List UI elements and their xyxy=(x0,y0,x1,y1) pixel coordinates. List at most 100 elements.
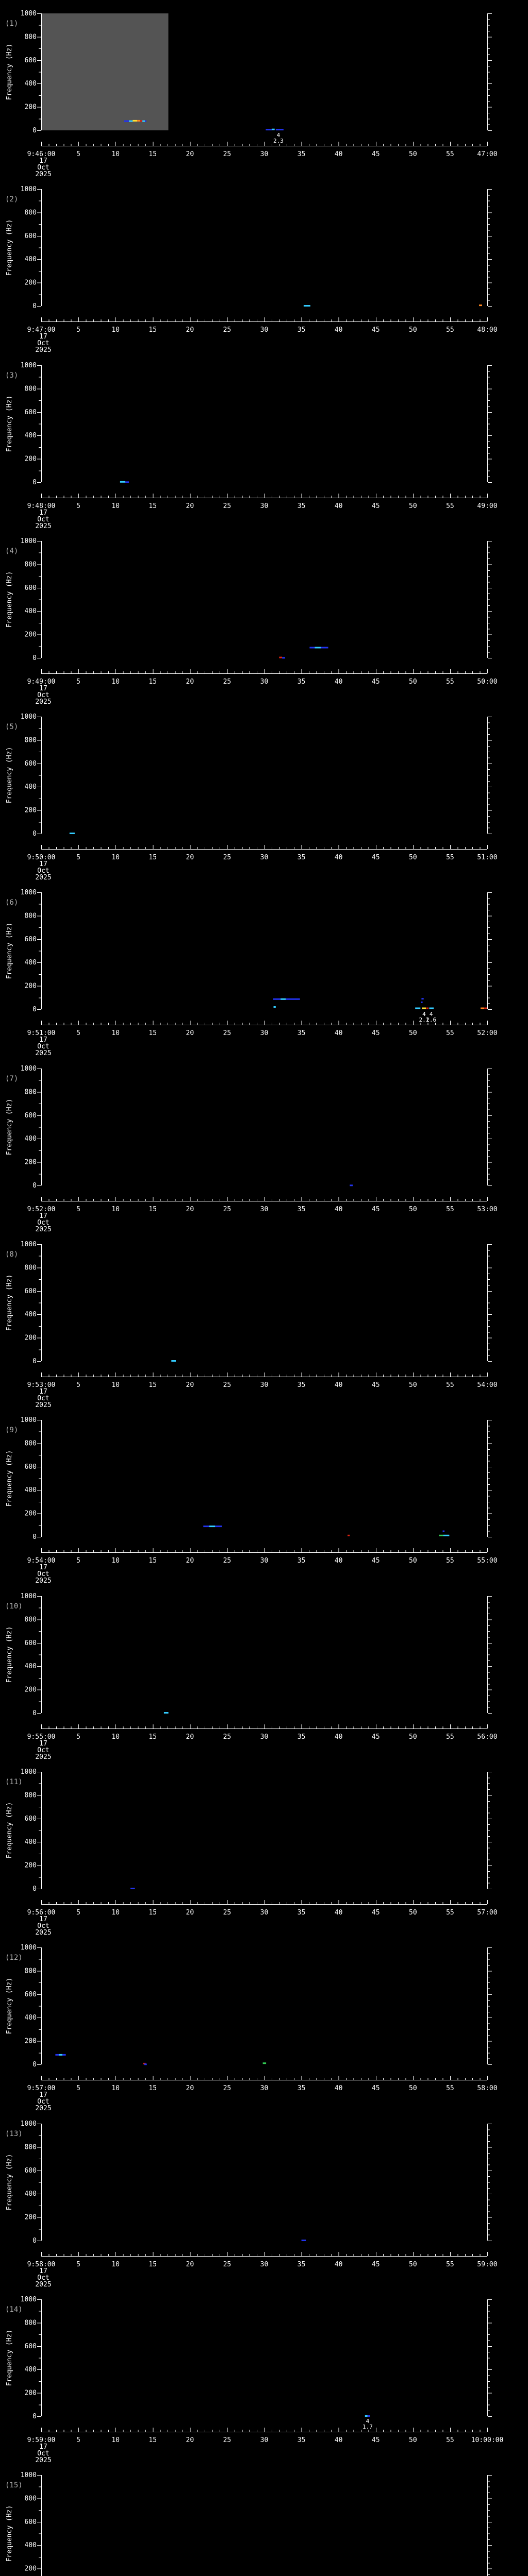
date-line: 17 xyxy=(39,1036,47,1044)
xtick-label: 10 xyxy=(111,1733,120,1741)
xtick-label: 5 xyxy=(76,150,80,158)
panel-number-label: (7) xyxy=(5,1075,18,1083)
ytick-label: 800 xyxy=(25,2495,37,2502)
xtick-label: 45 xyxy=(372,678,380,686)
ytick-label: 800 xyxy=(25,33,37,41)
xtick-label: 40 xyxy=(335,2261,343,2268)
axes xyxy=(37,2124,492,2257)
xtick-label: 40 xyxy=(335,326,343,334)
ytick-label: 0 xyxy=(32,2237,37,2245)
signal-segment xyxy=(479,304,482,307)
xtick-label: 55 xyxy=(446,678,454,686)
xtick-label: 10 xyxy=(111,1381,120,1389)
xtick-label: 5 xyxy=(76,326,80,334)
ytick-label: 200 xyxy=(25,455,37,463)
xtick-label: 50 xyxy=(409,326,417,334)
date-line: 17 xyxy=(39,157,47,165)
panel-number-label: (1) xyxy=(5,20,18,28)
ytick-label: 1000 xyxy=(21,889,37,896)
date-line: 2025 xyxy=(35,1226,51,1233)
ytick-label: 1000 xyxy=(21,362,37,369)
xtick-label: 50 xyxy=(409,1733,417,1741)
spectrogram-panel-12: 0 200 400 600 800 1000 9:57:00 5 10 15 20 25 30 35 40 4… xyxy=(0,1934,528,2113)
xtick-label: 20 xyxy=(186,502,194,510)
ytick-label: 1000 xyxy=(21,1592,37,1600)
signal-segment xyxy=(421,1001,423,1003)
xtick-label: 50 xyxy=(409,502,417,510)
xtick-label: 40 xyxy=(335,1733,343,1741)
xtick-label: 35 xyxy=(298,1733,306,1741)
ytick-label: 600 xyxy=(25,2167,37,2175)
date-line: 2025 xyxy=(35,346,51,354)
signal-segment xyxy=(421,998,424,1000)
ytick-label: 600 xyxy=(25,1463,37,1471)
xtick-label: 35 xyxy=(298,1381,306,1389)
xtick-start-label: 9:50:00 xyxy=(27,854,56,861)
ytick-label: 1000 xyxy=(21,2120,37,2128)
xtick-label: 55 xyxy=(446,1557,454,1565)
ytick-label: 200 xyxy=(25,1686,37,1694)
xtick-label: 35 xyxy=(298,1557,306,1565)
xtick-label: 10 xyxy=(111,1029,120,1037)
date-line: 2025 xyxy=(35,1401,51,1409)
xtick-label: 50 xyxy=(409,150,417,158)
xtick-label: 15 xyxy=(148,854,157,861)
ytick-label: 1000 xyxy=(21,537,37,545)
xtick-label: 15 xyxy=(148,1381,157,1389)
date-line: Oct xyxy=(37,164,49,172)
xtick-label: 25 xyxy=(223,1909,232,1917)
axes xyxy=(37,892,492,1025)
xtick-label: 25 xyxy=(223,326,232,334)
xtick-start-label: 9:51:00 xyxy=(27,1029,56,1037)
signal-segment xyxy=(315,647,321,649)
y-axis-title: Frequency (Hz) xyxy=(6,2505,13,2562)
date-line: 2025 xyxy=(35,1929,51,1937)
signal-segment xyxy=(286,998,300,1000)
spectrogram-panel-13: 0 200 400 600 800 1000 9:58:00 5 10 15 20 25 30 35 40 4… xyxy=(0,2110,528,2290)
signal-segment xyxy=(137,120,140,122)
xtick-label: 15 xyxy=(148,150,157,158)
ytick-label: 1000 xyxy=(21,2296,37,2303)
ytick-label: 400 xyxy=(25,607,37,615)
xtick-label: 30 xyxy=(260,1733,269,1741)
date-line: 17 xyxy=(39,860,47,868)
xtick-label: 50 xyxy=(409,2436,417,2444)
spectrogram-panel-10: 0 200 400 600 800 1000 9:55:00 5 10 15 20 25 30 35 40 4… xyxy=(0,1583,528,1762)
detection-magnitude-label: 2.6 xyxy=(426,1016,436,1023)
ytick-label: 600 xyxy=(25,1287,37,1295)
y-axis-title: Frequency (Hz) xyxy=(6,1802,13,1859)
spectrogram-panel-3: 0 200 400 600 800 1000 9:48:00 5 10 15 20 25 30 35 40 4… xyxy=(0,352,528,531)
xtick-end-label: 50:00 xyxy=(477,678,497,686)
signal-segment xyxy=(140,120,142,122)
xtick-label: 20 xyxy=(186,1029,194,1037)
xtick-label: 10 xyxy=(111,2436,120,2444)
xtick-label: 45 xyxy=(372,1206,380,1213)
ytick-label: 600 xyxy=(25,1639,37,1647)
signal-segment xyxy=(262,2062,267,2064)
xtick-label: 45 xyxy=(372,1029,380,1037)
signal-segment xyxy=(271,128,275,130)
xtick-label: 5 xyxy=(76,1733,80,1741)
ytick-label: 0 xyxy=(32,1358,37,1365)
xtick-start-label: 9:47:00 xyxy=(27,326,56,334)
xtick-label: 30 xyxy=(260,1557,269,1565)
y-axis-title: Frequency (Hz) xyxy=(6,396,13,452)
signal-segment xyxy=(171,1360,176,1362)
xtick-label: 45 xyxy=(372,1557,380,1565)
ytick-label: 400 xyxy=(25,2190,37,2198)
ytick-label: 0 xyxy=(32,479,37,486)
xtick-label: 40 xyxy=(335,678,343,686)
date-line: Oct xyxy=(37,1219,49,1227)
ytick-label: 0 xyxy=(32,302,37,310)
xtick-label: 40 xyxy=(335,1557,343,1565)
ytick-label: 800 xyxy=(25,385,37,393)
xtick-label: 50 xyxy=(409,2084,417,2092)
axes xyxy=(37,1069,492,1201)
axes xyxy=(37,13,492,146)
xtick-label: 55 xyxy=(446,2261,454,2268)
date-line: 17 xyxy=(39,2267,47,2275)
